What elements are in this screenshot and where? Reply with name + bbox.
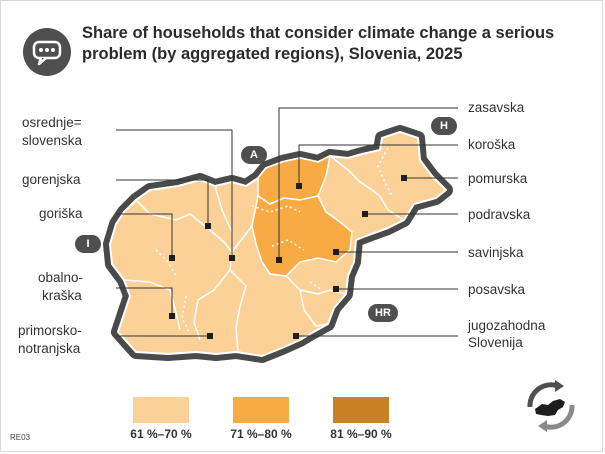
marker-posavska — [333, 286, 339, 292]
marker-savinjska — [333, 249, 339, 255]
label-posavska: posavska — [468, 282, 526, 297]
region-savinjska — [251, 194, 353, 277]
legend-swatch-81-90 — [333, 397, 389, 423]
marker-podravska — [362, 211, 368, 217]
label-jugozahodna-1: jugozahodna — [468, 318, 546, 333]
region-markers — [169, 175, 407, 339]
slovenia-recycle-logo — [527, 380, 575, 432]
marker-zasavska — [276, 257, 282, 263]
marker-pomurska — [401, 175, 407, 181]
marker-obalno — [169, 313, 175, 319]
label-savinjska: savinjska — [468, 245, 524, 260]
marker-koroska — [296, 183, 302, 189]
label-goriska: goriška — [39, 206, 83, 221]
marker-goriska — [169, 255, 175, 261]
map-title: Share of households that consider climat… — [82, 24, 555, 63]
marker-osrednje — [229, 255, 235, 261]
marker-jugozahodna — [293, 333, 299, 339]
marker-gorenjska — [205, 223, 211, 229]
neighbour-badge-austria: A — [241, 146, 267, 164]
chat-bubble-icon — [23, 28, 71, 76]
label-osrednje-1: osrednje= — [22, 115, 82, 130]
subregion-borders — [155, 147, 393, 335]
label-primorsko-1: primorsko- — [18, 323, 82, 338]
label-obalno-1: obalno- — [38, 270, 84, 285]
label-koroska: koroška — [468, 137, 516, 152]
label-podravska: podravska — [468, 207, 531, 222]
leader-lines — [116, 107, 458, 337]
legend-label-61-70: 61 %–70 % — [130, 427, 192, 441]
neighbour-badge-hungary: H — [431, 117, 457, 135]
legend-label-81-90: 81 %–90 % — [330, 427, 392, 441]
neighbour-badge-italy: I — [75, 235, 101, 253]
label-jugozahodna-2: Slovenija — [468, 335, 523, 350]
marker-primorsko — [207, 333, 213, 339]
label-gorenjska: gorenjska — [22, 172, 81, 187]
neighbour-badge-croatia: HR — [368, 304, 398, 322]
label-obalno-2: kraška — [42, 288, 82, 303]
legend-label-71-80: 71 %–80 % — [230, 427, 292, 441]
label-primorsko-2: notranjska — [18, 341, 81, 356]
label-osrednje-2: slovenska — [22, 133, 83, 148]
label-pomurska: pomurska — [468, 171, 528, 186]
legend-swatch-61-70 — [133, 397, 189, 423]
legend-swatch-71-80 — [233, 397, 289, 423]
label-zasavska: zasavska — [468, 100, 525, 115]
figure-code: RE03 — [10, 433, 31, 442]
